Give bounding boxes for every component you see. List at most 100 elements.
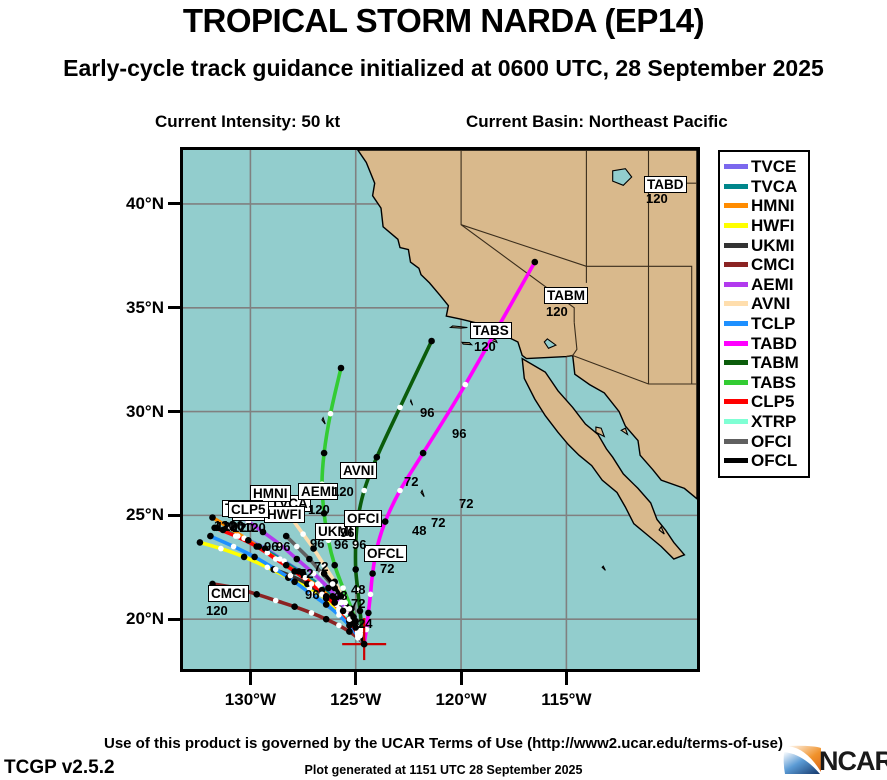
map-canvas [183, 150, 697, 669]
legend-item-hwfi[interactable]: HWFI [724, 216, 804, 236]
hour-annotation: 96 [334, 537, 349, 552]
hour-annotation: 48 [351, 582, 366, 597]
legend-item-tabd[interactable]: TABD [724, 333, 804, 353]
legend-swatch-tvce [724, 164, 748, 170]
forecast-hour-dot [310, 545, 317, 552]
forecast-hour-dot [329, 593, 336, 600]
hour-annotation: 72 [404, 474, 419, 489]
track-label-ukmi: UKMI [315, 523, 356, 540]
track-endpoint-hour-hwfi: 120 [223, 519, 245, 534]
forecast-hour-dot [331, 561, 338, 569]
hour-annotation: 96 [305, 587, 320, 602]
legend-item-hmni[interactable]: HMNI [724, 196, 804, 216]
forecast-hour-dot [352, 566, 359, 573]
legend-swatch-tabd [724, 340, 748, 346]
forecast-hour-dot [352, 624, 359, 631]
forecast-hour-markers [196, 258, 539, 641]
legend-label: OFCI [751, 431, 792, 451]
legend-item-ofci[interactable]: OFCI [724, 431, 804, 451]
ytick-label-20: 20°N [126, 609, 164, 629]
forecast-hour-dot [340, 585, 346, 591]
legend-label: OFCL [751, 451, 798, 471]
ytick-mark [168, 617, 180, 621]
legend-item-tabm[interactable]: TABM [724, 353, 804, 373]
forecast-hour-dot [218, 545, 224, 552]
forecast-hour-dot [337, 364, 345, 372]
legend-label: TABM [751, 353, 799, 373]
forecast-hour-dot [419, 449, 427, 457]
track-label-avni: AVNI [340, 462, 378, 479]
forecast-hour-dot [367, 591, 374, 598]
forecast-hour-dot [230, 543, 237, 550]
legend-label: TABD [751, 333, 797, 353]
legend-item-clp5[interactable]: CLP5 [724, 392, 804, 412]
forecast-hour-dot [259, 528, 267, 536]
legend-label: TABS [751, 372, 797, 392]
forecast-hour-dot [357, 630, 363, 637]
forecast-hour-dot [327, 410, 334, 417]
legend-swatch-avni [724, 301, 748, 307]
forecast-hour-dot [253, 591, 260, 598]
legend-swatch-aemi [724, 281, 748, 287]
legend-label: AEMI [751, 274, 794, 294]
xtick-mark [564, 672, 568, 685]
hour-annotation: 48 [412, 523, 427, 538]
legend-swatch-tabs [724, 379, 748, 385]
map-landmasses [321, 150, 697, 571]
ytick-label-40: 40°N [126, 193, 164, 213]
legend-item-xtrp[interactable]: XTRP [724, 412, 804, 432]
forecast-hour-dot [355, 587, 361, 593]
forecast-hour-dot [240, 553, 248, 561]
track-endpoint-hour-ukmi: 96 [310, 536, 325, 551]
track-endpoint-hour-clp5: 120 [216, 519, 238, 534]
track-label-ofcl: OFCL [364, 545, 407, 562]
forecast-hour-dot [320, 449, 328, 457]
legend-swatch-clp5 [724, 399, 748, 405]
legend-item-tclp[interactable]: TCLP [724, 314, 804, 334]
hour-annotation: 72 [431, 515, 446, 530]
track-endpoint-hour-avni: 120 [332, 484, 354, 499]
forecast-hour-dot [264, 549, 271, 556]
ncar-swoosh-icon [783, 745, 821, 774]
legend-item-ukmi[interactable]: UKMI [724, 235, 804, 255]
current-intensity-label: Current Intensity: 50 kt [155, 112, 341, 131]
legend-item-tvce[interactable]: TVCE [724, 157, 804, 177]
forecast-hour-dot [338, 599, 344, 606]
legend-item-cmci[interactable]: CMCI [724, 255, 804, 275]
forecast-hour-dot [277, 556, 283, 562]
forecast-hour-dot [339, 607, 347, 615]
legend-item-aemi[interactable]: AEMI [724, 275, 804, 295]
forecast-hour-dot [322, 593, 330, 600]
track-label-ofci: OFCI [344, 510, 383, 527]
track-endpoint-hour-hmni: 120 [244, 520, 266, 535]
forecast-hour-dot [356, 607, 364, 615]
legend-label: TVCE [751, 157, 797, 177]
legend-item-tvca[interactable]: TVCA [724, 177, 804, 197]
forecast-hour-dot [331, 599, 338, 606]
legend-label: UKMI [751, 235, 795, 255]
legend-label: AVNI [751, 294, 791, 314]
forecast-hour-dot [342, 599, 348, 606]
forecast-hour-dot [272, 597, 279, 604]
legend-item-tabs[interactable]: TABS [724, 373, 804, 393]
forecast-hour-dot [369, 570, 376, 577]
forecast-hour-dot [282, 561, 290, 569]
forecast-hour-dot [320, 570, 328, 577]
track-label-clp5: CLP5 [228, 501, 269, 518]
legend-item-ofcl[interactable]: OFCL [724, 451, 804, 471]
legend-label: CLP5 [751, 392, 795, 412]
forecast-hour-dot [304, 580, 311, 588]
xtick-mark [248, 672, 252, 685]
track-endpoint-hour-tabd: 120 [646, 191, 668, 206]
track-endpoint-hour-aemi: 120 [308, 502, 330, 517]
hour-annotation: 72 [314, 559, 329, 574]
forecast-hour-dot [277, 541, 283, 548]
forecast-hour-dot [308, 581, 315, 587]
track-endpoint-hour-ofcl: 72 [380, 561, 395, 576]
legend-item-avni[interactable]: AVNI [724, 294, 804, 314]
forecast-hour-dot [320, 510, 328, 517]
xtick-label-115: 115°W [541, 690, 592, 709]
hour-annotation: 48 [333, 588, 348, 603]
forecast-hour-dot [322, 601, 330, 608]
forecast-hour-dot [293, 555, 301, 563]
